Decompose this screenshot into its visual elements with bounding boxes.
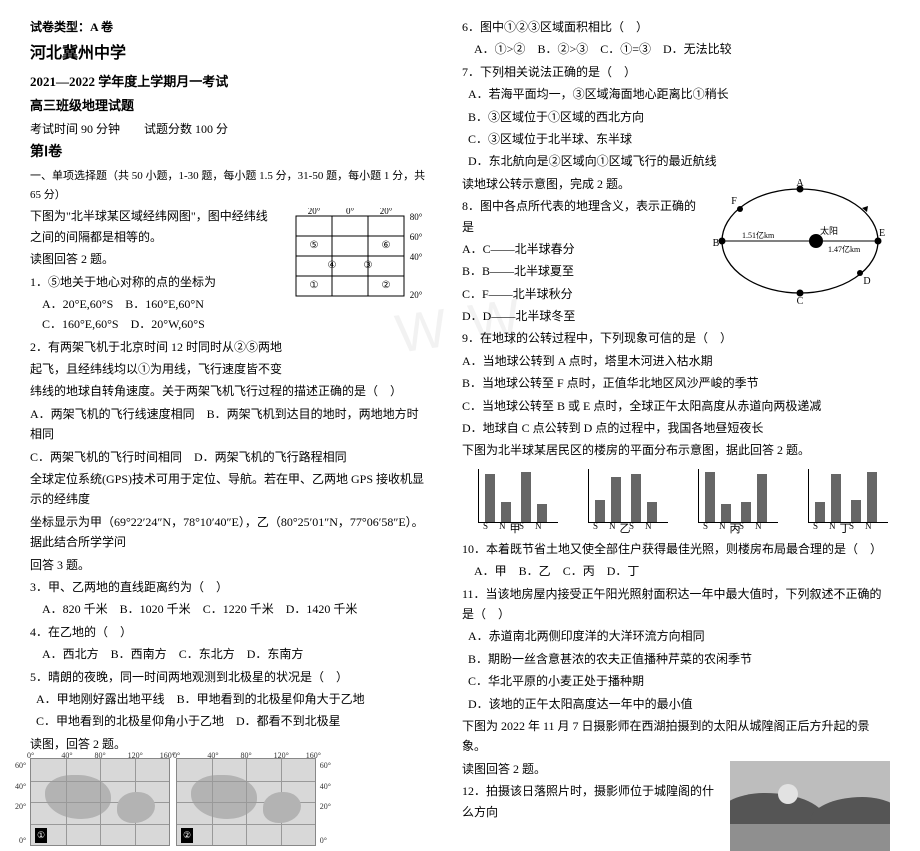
- svg-text:20°: 20°: [410, 290, 423, 300]
- bar-chart-4: S N S N 丁: [800, 467, 890, 537]
- q2-opt-a: A．两架飞机的飞行线速度相同 B．两架飞机到达目的地时，两地地方时相同: [30, 404, 426, 445]
- q10-options: A．甲 B．乙 C．丙 D．丁: [474, 561, 890, 581]
- q7-opt-d: D．东北航向是②区域向①区域飞行的最近航线: [462, 151, 890, 171]
- q2-stem1: 2．有两架飞机于北京时间 12 时同时从②⑤两地: [30, 337, 426, 357]
- bar-chart-3: S N S N 丙: [690, 467, 780, 537]
- latlon-grid-figure: 20° 0° 20° 80° 60° 40° 20° ⑤ ⑥ ④ ③ ① ②: [276, 208, 426, 308]
- q11-stem: 11．当该地房屋内接受正午阳光照射面积达一年中最大值时，下列叙述不正确的是（ ）: [462, 584, 890, 625]
- page: 试卷类型：A 卷 河北冀州中学 2021—2022 学年度上学期月一考试 高三班…: [0, 0, 920, 651]
- q1-options-2: C．160°E,60°S D．20°W,60°S: [42, 314, 426, 334]
- exam-info: 考试时间 90 分钟 试题分数 100 分: [30, 119, 426, 139]
- svg-text:太阳: 太阳: [820, 225, 838, 236]
- term-line: 2021—2022 学年度上学期月一考试: [30, 71, 426, 93]
- q11-opt-a: A．赤道南北两侧印度洋的大洋环流方向相同: [462, 626, 890, 646]
- school-name: 河北冀州中学: [30, 40, 426, 67]
- svg-text:C: C: [797, 296, 804, 306]
- gps-intro1: 全球定位系统(GPS)技术可用于定位、导航。若在甲、乙两地 GPS 接收机显示的…: [30, 469, 426, 510]
- q2-stem3: 纬线的地球自转角速度。关于两架飞机飞行过程的描述正确的是（ ）: [30, 381, 426, 401]
- svg-text:20°: 20°: [308, 208, 321, 216]
- right-column: 6．图中①②③区域面积相比（ ） A．①>② B．②>③ C．①=③ D．无法比…: [444, 15, 900, 636]
- svg-text:④: ④: [328, 260, 337, 271]
- subject-line: 高三班级地理试题: [30, 95, 426, 117]
- bar-chart-1: S N S N 甲: [470, 467, 560, 537]
- svg-text:40°: 40°: [410, 252, 423, 262]
- svg-text:60°: 60°: [410, 232, 423, 242]
- svg-text:A: A: [796, 178, 804, 189]
- map-read: 读图，回答 2 题。: [30, 734, 426, 754]
- q1-options: A．20°E,60°S B．160°E,60°N: [42, 294, 268, 314]
- svg-text:⑤: ⑤: [310, 240, 319, 251]
- svg-text:B: B: [713, 238, 720, 249]
- svg-text:1.51亿km: 1.51亿km: [742, 230, 775, 240]
- q8-opt-d: D．D——北半球冬至: [462, 306, 890, 326]
- svg-text:1.47亿km: 1.47亿km: [828, 244, 861, 254]
- svg-text:②: ②: [382, 280, 391, 291]
- world-maps: 0° 40° 80° 120° 160° 60° 40° 20° 0° ① 0°…: [30, 758, 426, 846]
- gps-intro2: 坐标显示为甲（69°22′24″N，78°10′40″E），乙（80°25′01…: [30, 512, 426, 553]
- q11-opt-d: D．该地的正午太阳高度达一年中的最小值: [462, 694, 890, 714]
- q4-options: A．西北方 B．西南方 C．东北方 D．东南方: [42, 644, 426, 664]
- q1-opt-b: B．160°E,60°N: [125, 294, 204, 314]
- svg-text:80°: 80°: [410, 212, 423, 222]
- q1-opt-c: C．160°E,60°S: [42, 314, 119, 334]
- paper-type: 试卷类型：A 卷: [30, 17, 426, 37]
- q5-row1: A．甲地刚好露出地平线 B．甲地看到的北极星仰角大于乙地: [30, 689, 426, 709]
- q4-stem: 4．在乙地的（ ）: [30, 622, 426, 642]
- svg-text:D: D: [863, 276, 870, 287]
- part1-title: 第Ⅰ卷: [30, 141, 426, 165]
- bar-charts: S N S N 甲 S N S N 乙: [470, 467, 890, 537]
- q5-row2: C．甲地看到的北极星仰角小于乙地 D．都看不到北极星: [30, 711, 426, 731]
- q7-stem: 7．下列相关说法正确的是（ ）: [462, 62, 890, 82]
- q6-stem: 6．图中①②③区域面积相比（ ）: [462, 17, 890, 37]
- map-panel-2: 0° 40° 80° 120° 160° 60° 40° 20° 0° ②: [176, 758, 316, 846]
- q9-opt-a: A．当地球公转到 A 点时，塔里木河进入枯水期: [462, 351, 890, 371]
- svg-text:⑥: ⑥: [382, 240, 391, 251]
- svg-text:E: E: [879, 228, 885, 239]
- q2-stem2: 起飞，且经纬线均以①为用线，飞行速度皆不变: [30, 359, 426, 379]
- svg-text:F: F: [731, 196, 737, 207]
- q11-opt-b: B．期盼一丝含意甚浓的农夫正值播种芹菜的农闲季节: [462, 649, 890, 669]
- q3-options: A．820 千米 B．1020 千米 C．1220 千米 D．1420 千米: [42, 599, 426, 619]
- svg-text:0°: 0°: [346, 208, 355, 216]
- bar-chart-2: S N S N 乙: [580, 467, 670, 537]
- q9-opt-c: C．当地球公转至 B 或 E 点时，全球正午太阳高度从赤道向两极递减: [462, 396, 890, 416]
- q7-opt-c: C．③区域位于北半球、东半球: [462, 129, 890, 149]
- q3-stem: 3．甲、乙两地的直线距离约为（ ）: [30, 577, 426, 597]
- svg-text:20°: 20°: [380, 208, 393, 216]
- exam-score: 试题分数 100 分: [144, 122, 228, 136]
- q9-stem: 9．在地球的公转过程中，下列现象可信的是（ ）: [462, 328, 890, 348]
- gps-intro3: 回答 3 题。: [30, 555, 426, 575]
- q7-opt-b: B．③区域位于①区域的西北方向: [462, 107, 890, 127]
- map-panel-1: 0° 40° 80° 120° 160° 60° 40° 20° 0° ①: [30, 758, 170, 846]
- q7-opt-a: A．若海平面均一，③区域海面地心距离比①稍长: [462, 84, 890, 104]
- q6-options: A．①>② B．②>③ C．①=③ D．无法比较: [474, 39, 890, 59]
- q10-stem: 10．本着既节省土地又使全部住户获得最佳光照，则楼房布局最合理的是（ ）: [462, 539, 890, 559]
- q9-opt-b: B．当地球公转至 F 点时，正值华北地区风沙严峻的季节: [462, 373, 890, 393]
- q5-stem: 5．晴朗的夜晚，同一时间两地观测到北极星的状况是（ ）: [30, 667, 426, 687]
- exam-time: 考试时间 90 分钟: [30, 122, 120, 136]
- q1-opt-a: A．20°E,60°S: [42, 294, 113, 314]
- q2-opt-c: C．两架飞机的飞行时间相同 D．两架飞机的飞行路程相同: [30, 447, 426, 467]
- svg-text:③: ③: [364, 260, 373, 271]
- orbit-figure: 太阳 F A E D C B: [710, 176, 890, 306]
- q1-opt-d: D．20°W,60°S: [131, 314, 205, 334]
- svg-text:①: ①: [310, 280, 319, 291]
- bars-intro: 下图为北半球某居民区的楼房的平面分布示意图，据此回答 2 题。: [462, 440, 890, 460]
- left-column: 试卷类型：A 卷 河北冀州中学 2021—2022 学年度上学期月一考试 高三班…: [20, 15, 444, 636]
- sunset-photo: [730, 761, 890, 851]
- photo-intro: 下图为 2022 年 11 月 7 日摄影师在西湖拍摄到的太阳从城隍阁正后方升起…: [462, 716, 890, 757]
- mc-header: 一、单项选择题（共 50 小题，1-30 题，每小题 1.5 分，31-50 题…: [30, 167, 426, 204]
- q9-opt-d: D．地球自 C 点公转到 D 点的过程中，我国各地昼短夜长: [462, 418, 890, 438]
- q11-opt-c: C．华北平原的小麦正处于播种期: [462, 671, 890, 691]
